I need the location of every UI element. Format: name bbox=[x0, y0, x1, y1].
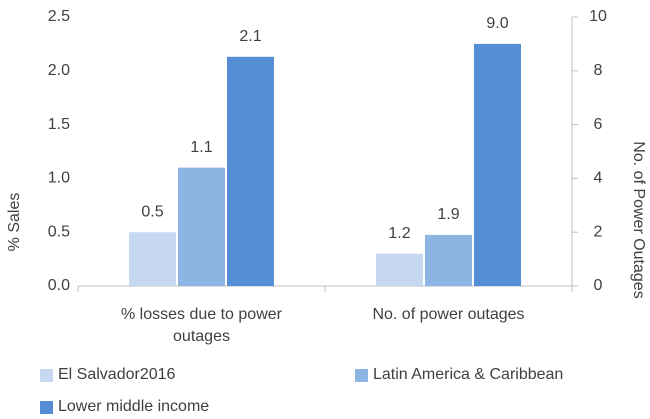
y-tick-label: 1.5 bbox=[48, 116, 70, 133]
y2-axis-title: No. of Power Outages bbox=[630, 141, 647, 298]
y-tick-label: 0.5 bbox=[48, 223, 70, 240]
data-label: 1.1 bbox=[190, 139, 212, 156]
y2-tick-label: 6 bbox=[594, 116, 603, 133]
bar bbox=[129, 232, 176, 286]
y2-tick-label: 2 bbox=[594, 223, 603, 240]
legend-swatch bbox=[40, 368, 53, 382]
legend-label: Latin America & Caribbean bbox=[373, 366, 564, 383]
data-label: 1.9 bbox=[437, 206, 459, 223]
legend-label: El Salvador2016 bbox=[58, 366, 176, 383]
bar bbox=[474, 43, 521, 287]
bar bbox=[376, 253, 423, 286]
y2-tick-label: 8 bbox=[594, 62, 603, 79]
y2-tick-label: 10 bbox=[589, 8, 607, 25]
y-tick-label: 0.0 bbox=[48, 277, 70, 294]
legend-item: El Salvador2016 bbox=[40, 366, 175, 384]
x-tick-label: % losses due to power outages bbox=[121, 306, 282, 345]
x-tick-label: No. of power outages bbox=[372, 306, 525, 323]
data-label: 1.2 bbox=[388, 225, 410, 242]
data-label: 9.0 bbox=[486, 15, 508, 32]
data-label: 0.5 bbox=[141, 203, 163, 220]
bar bbox=[425, 234, 472, 286]
y2-tick-label: 4 bbox=[594, 170, 603, 187]
legend-item: Lower middle income bbox=[40, 398, 209, 416]
y2-tick-label: 0 bbox=[594, 277, 603, 294]
legend-swatch bbox=[355, 368, 368, 382]
legend-item: Latin America & Caribbean bbox=[355, 366, 563, 384]
y-axis-title: % Sales bbox=[6, 193, 23, 252]
data-label: 2.1 bbox=[239, 28, 261, 45]
y-tick-label: 2.5 bbox=[48, 8, 70, 25]
bar bbox=[227, 56, 274, 287]
y-tick-label: 2.0 bbox=[48, 62, 70, 79]
y-tick-label: 1.0 bbox=[48, 170, 70, 187]
legend-swatch bbox=[40, 400, 53, 414]
bar bbox=[178, 167, 225, 286]
legend-label: Lower middle income bbox=[58, 398, 210, 415]
